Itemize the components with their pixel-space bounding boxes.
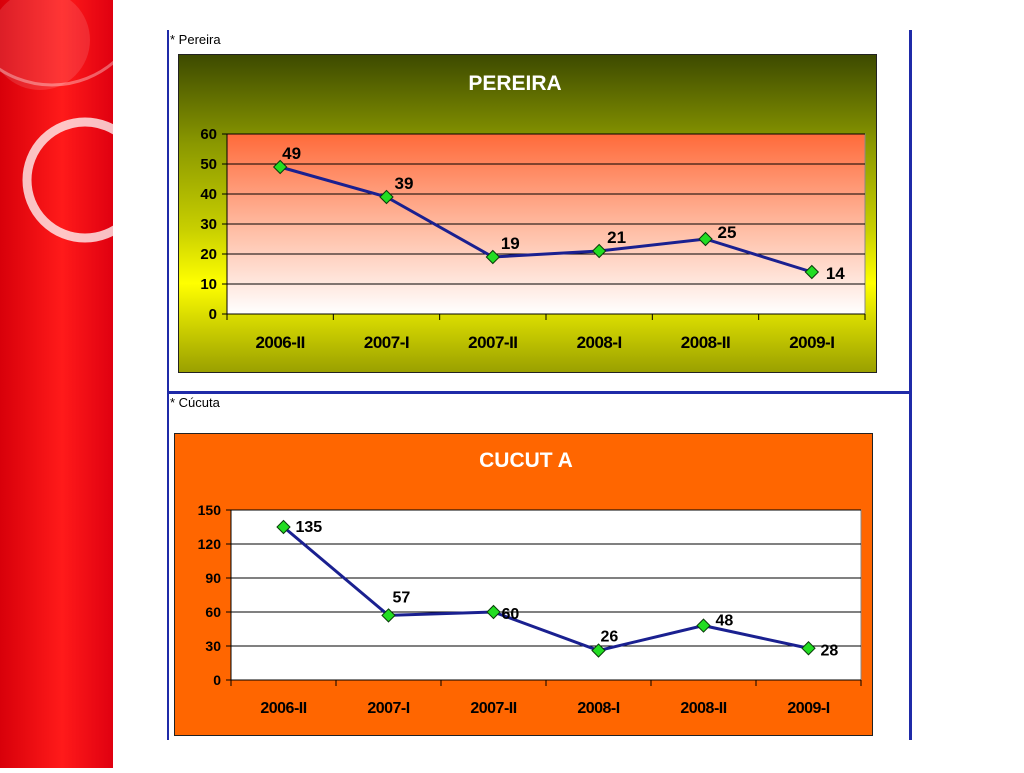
pereira-x-tick-label: 2008-I <box>577 333 622 352</box>
cucuta-data-label: 48 <box>716 613 734 630</box>
cucuta-y-tick-label: 60 <box>205 604 221 620</box>
cucuta-title: CUCUT A <box>479 449 573 472</box>
cucuta-data-point <box>381 608 396 623</box>
pereira-data-label: 39 <box>395 174 414 193</box>
caption-cucuta: * Cúcuta <box>170 395 220 410</box>
cucuta-y-tick-label: 0 <box>213 672 221 688</box>
pereira-y-tick-label: 10 <box>200 276 217 293</box>
pereira-data-point <box>272 159 288 175</box>
pereira-y-tick-label: 0 <box>209 306 217 323</box>
pereira-y-tick-label: 30 <box>200 216 217 233</box>
cucuta-data-label: 28 <box>821 642 839 659</box>
chart-cucuta-svg: CUCUT A 0 30 60 90 120 150 2006-II 2007-I 2007-II… <box>198 449 862 717</box>
cucuta-x-tick-label: 2008-I <box>577 700 619 717</box>
pereira-data-point <box>804 264 820 280</box>
pereira-x-tick-label: 2006-II <box>255 333 304 352</box>
pereira-data-label: 49 <box>282 144 301 163</box>
cucuta-x-tick-label: 2007-II <box>470 700 516 717</box>
cucuta-data-point <box>696 618 711 633</box>
cucuta-data-point <box>591 643 606 658</box>
cucuta-x-tick-label: 2007-I <box>367 700 409 717</box>
pereira-data-point <box>698 231 713 247</box>
chart-pereira-svg: PEREIRA 0 10 20 30 40 50 60 2006-II 2007-I 2007-II… <box>200 72 866 352</box>
cucuta-plot-area <box>230 509 862 681</box>
chart-cucuta: CUCUT A 0 30 60 90 120 150 2006-II 2007-I 2007-II… <box>174 433 873 736</box>
cucuta-y-tick-label: 150 <box>198 502 222 518</box>
pereira-data-label: 21 <box>607 228 626 247</box>
pereira-x-tick-label: 2008-II <box>681 333 730 352</box>
pereira-data-label: 25 <box>718 223 737 242</box>
pereira-title: PEREIRA <box>468 72 561 95</box>
cucuta-data-label: 135 <box>296 519 323 536</box>
caption-pereira: * Pereira <box>170 32 221 47</box>
pereira-data-point <box>485 249 501 265</box>
pereira-data-point <box>591 243 607 259</box>
cucuta-y-tick-label: 30 <box>205 638 221 654</box>
chart-pereira: PEREIRA 0 10 20 30 40 50 60 2006-II 2007-I 2007-II… <box>178 54 877 373</box>
pereira-x-tick-label: 2009-I <box>789 333 834 352</box>
pereira-y-tick-label: 60 <box>200 126 217 143</box>
pereira-data-label: 19 <box>501 234 520 253</box>
pereira-y-tick-label: 50 <box>200 156 217 173</box>
cucuta-data-point <box>486 604 501 620</box>
pereira-y-tick-label: 20 <box>200 246 217 263</box>
frame-line-left <box>167 30 169 740</box>
pereira-y-tick-label: 40 <box>200 186 217 203</box>
cucuta-series-line <box>282 525 809 653</box>
cucuta-x-tick-label: 2008-II <box>680 700 726 717</box>
cucuta-x-tick-label: 2006-II <box>260 700 306 717</box>
cucuta-y-tick-label: 120 <box>198 536 222 552</box>
cucuta-y-tick-label: 90 <box>205 570 221 586</box>
cucuta-data-label: 60 <box>502 606 520 623</box>
cucuta-data-label: 57 <box>393 589 411 606</box>
decorative-circles <box>0 0 148 243</box>
frame-line-middle <box>167 391 912 394</box>
cucuta-data-point <box>801 641 816 656</box>
pereira-x-tick-label: 2007-I <box>364 333 409 352</box>
left-decorative-band <box>0 0 148 768</box>
frame-line-right <box>909 30 912 740</box>
cucuta-data-point <box>276 519 291 535</box>
cucuta-x-tick-label: 2009-I <box>787 700 829 717</box>
pereira-series-line <box>279 165 813 274</box>
pereira-x-tick-label: 2007-II <box>468 333 517 352</box>
pereira-data-label: 14 <box>826 264 845 283</box>
pereira-data-point <box>379 189 394 205</box>
cucuta-data-label: 26 <box>601 629 619 646</box>
